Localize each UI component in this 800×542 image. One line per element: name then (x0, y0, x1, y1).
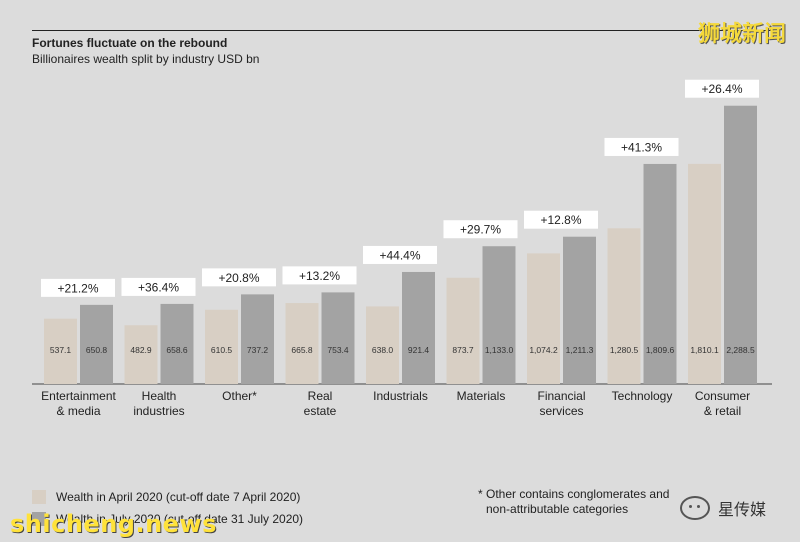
data-label-s0-c1: 482.9 (130, 345, 152, 355)
data-label-s1-c2: 737.2 (247, 345, 269, 355)
category-label-4-0: Industrials (373, 389, 428, 403)
data-label-s1-c3: 753.4 (327, 345, 349, 355)
bar-s0-c2 (205, 309, 238, 384)
change-badge-7 (604, 137, 679, 156)
category-label-6-1: services (539, 404, 583, 418)
legend-label-april: Wealth in April 2020 (cut-off date 7 Apr… (56, 490, 301, 504)
bar-s0-c4 (366, 306, 399, 384)
category-label-3-0: Real (308, 389, 333, 403)
change-label-6: +12.8% (540, 213, 581, 227)
change-label-7: +41.3% (621, 140, 662, 154)
data-label-s0-c3: 665.8 (291, 345, 313, 355)
category-label-1-1: industries (133, 404, 184, 418)
category-label-7-0: Technology (612, 389, 673, 403)
bar-s1-c2 (241, 294, 274, 384)
category-label-1-0: Health (142, 389, 177, 403)
category-label-3-1: estate (304, 404, 337, 418)
footnote-line-1: * Other contains conglomerates and (478, 487, 670, 501)
bar-s0-c0 (44, 318, 77, 384)
bar-s0-c3 (285, 303, 319, 384)
category-label-2-0: Other* (222, 389, 257, 403)
bar-s1-c5 (482, 246, 516, 384)
bar-s0-c8 (688, 163, 721, 384)
bar-s0-c7 (607, 228, 641, 384)
change-badge-6 (524, 210, 598, 229)
data-label-s0-c2: 610.5 (211, 345, 233, 355)
watermark-bottom-left: shicheng.news (10, 510, 217, 538)
bar-s1-c0 (80, 304, 113, 384)
change-badge-4 (363, 245, 437, 264)
legend-item-april: Wealth in April 2020 (cut-off date 7 Apr… (32, 487, 303, 507)
data-label-s1-c7: 1,809.6 (646, 345, 675, 355)
bar-chart: 537.1 650.8 +21.2% Entertainment& media 482.… (32, 79, 772, 418)
bar-s1-c7 (643, 163, 677, 384)
legend-swatch-july (32, 512, 46, 526)
footnote: * Other contains conglomerates and non-a… (478, 487, 669, 517)
legend: Wealth in April 2020 (cut-off date 7 Apr… (32, 487, 303, 531)
data-label-s1-c0: 650.8 (86, 345, 108, 355)
change-label-0: +21.2% (57, 281, 98, 295)
category-label-5-0: Materials (457, 389, 506, 403)
title-rule (32, 30, 772, 31)
legend-swatch-april (32, 490, 46, 504)
change-label-5: +29.7% (460, 223, 501, 237)
bar-s0-c6 (527, 253, 560, 384)
data-label-s1-c8: 2,288.5 (726, 345, 755, 355)
category-label-8-0: Consumer (695, 389, 750, 403)
bar-s1-c4 (402, 271, 435, 384)
change-label-4: +44.4% (379, 248, 420, 262)
change-badge-2 (202, 268, 276, 287)
data-label-s0-c0: 537.1 (50, 345, 72, 355)
change-label-2: +20.8% (218, 271, 259, 285)
legend-label-july: Wealth in July 2020 (cut-off date 31 Jul… (56, 512, 304, 526)
data-label-s0-c5: 873.7 (452, 345, 474, 355)
legend-item-july: Wealth in July 2020 (cut-off date 31 Jul… (32, 509, 303, 529)
bar-s1-c8 (724, 105, 757, 385)
data-label-s1-c6: 1,211.3 (566, 345, 594, 355)
category-label-6-0: Financial (537, 389, 585, 403)
change-label-1: +36.4% (138, 280, 179, 294)
data-label-s0-c7: 1,280.5 (610, 345, 639, 355)
data-label-s1-c4: 921.4 (408, 345, 430, 355)
data-label-s0-c4: 638.0 (372, 345, 394, 355)
change-badge-1 (121, 277, 196, 296)
change-badge-3 (282, 266, 357, 285)
chart-title: Fortunes fluctuate on the rebound (32, 36, 228, 50)
wechat-icon (680, 496, 710, 520)
watermark-bottom-right-label: 星传媒 (718, 502, 767, 519)
data-label-s0-c8: 1,810.1 (690, 345, 719, 355)
change-badge-5 (443, 220, 518, 239)
bar-s0-c1 (124, 325, 158, 384)
category-label-8-1: & retail (704, 404, 741, 418)
change-label-3: +13.2% (299, 269, 340, 283)
category-label-0-0: Entertainment (41, 389, 116, 403)
data-label-s0-c6: 1,074.2 (529, 345, 558, 355)
change-badge-0 (41, 278, 115, 297)
bar-s0-c5 (446, 277, 480, 384)
change-label-8: +26.4% (701, 82, 742, 96)
footnote-line-2: non-attributable categories (486, 502, 629, 516)
bar-s1-c1 (160, 303, 194, 384)
bar-s1-c3 (321, 292, 355, 384)
watermark-top-right: 狮城新闻 (697, 22, 786, 47)
data-label-s1-c1: 658.6 (166, 345, 188, 355)
watermark-bottom-right: 星传媒 (680, 496, 766, 520)
category-label-0-1: & media (56, 404, 100, 418)
data-label-s1-c5: 1,133.0 (485, 345, 514, 355)
bar-s1-c6 (563, 236, 596, 384)
chart-subtitle: Billionaires wealth split by industry US… (32, 52, 260, 66)
change-badge-8 (685, 79, 759, 98)
